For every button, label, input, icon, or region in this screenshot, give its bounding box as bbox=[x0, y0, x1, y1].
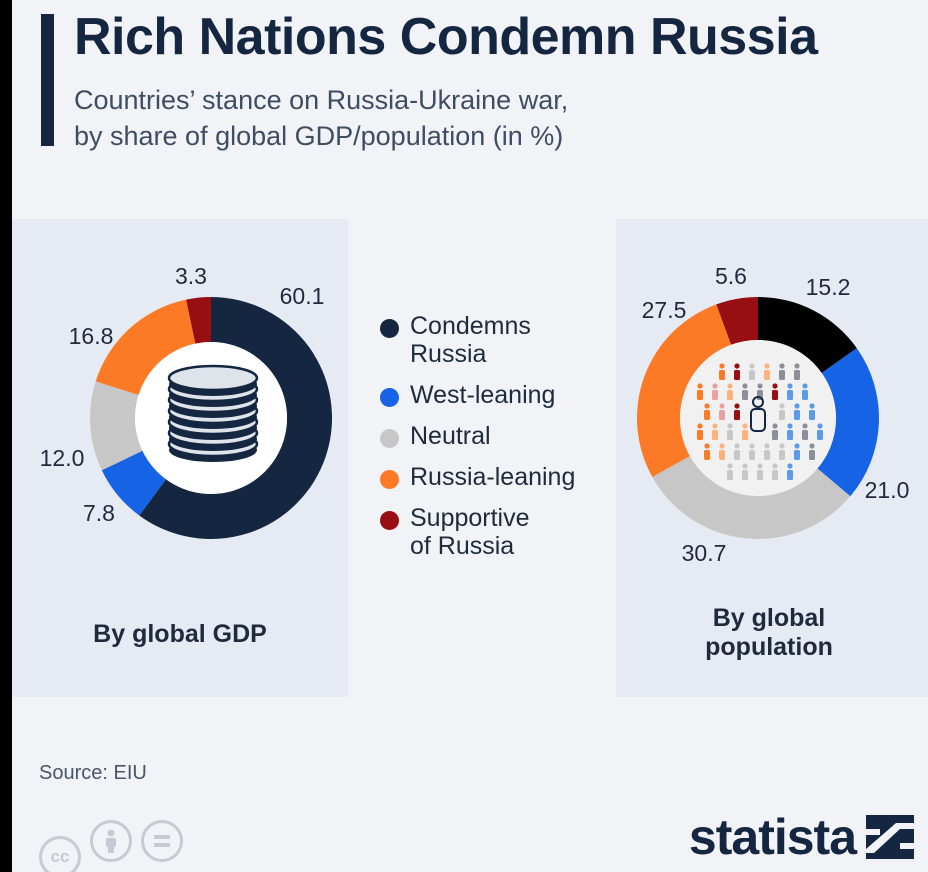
slice-value-label: 27.5 bbox=[642, 297, 687, 323]
legend-label: Supportive bbox=[410, 504, 530, 532]
slice-value-label: 21.0 bbox=[865, 477, 910, 503]
donut-slice bbox=[637, 304, 732, 477]
donut-slice bbox=[186, 297, 211, 344]
legend-label: Russia-leaning bbox=[410, 463, 576, 491]
chart-subtitle: Countries’ stance on Russia-Ukraine war,… bbox=[74, 82, 774, 154]
gdp-caption: By global GDP bbox=[93, 620, 267, 648]
legend-swatch-supportive bbox=[380, 511, 399, 530]
legend-item-condemns: Condemns Russia bbox=[380, 312, 575, 368]
donut-slice bbox=[139, 297, 332, 539]
title-accent-bar bbox=[41, 14, 54, 146]
source-note: Source: EIU bbox=[39, 762, 147, 784]
slice-value-label: 60.1 bbox=[280, 283, 325, 309]
donut-slice bbox=[716, 297, 758, 345]
legend-swatch-neutral bbox=[380, 429, 399, 448]
legend-swatch-condemns bbox=[380, 319, 399, 338]
donut-slice bbox=[817, 348, 879, 497]
legend-label: Condemns bbox=[410, 312, 531, 340]
legend-label: West-leaning bbox=[410, 381, 556, 409]
gdp-donut bbox=[90, 297, 332, 539]
donut-slice bbox=[758, 297, 857, 373]
chart-title: Rich Nations Condemn Russia bbox=[74, 8, 818, 66]
population-caption-line-2: population bbox=[705, 633, 833, 661]
slice-value-label: 12.0 bbox=[40, 445, 85, 471]
gdp-value-labels: 60.1 7.8 12.0 16.8 3.3 bbox=[40, 263, 325, 526]
no-derivatives-icon[interactable] bbox=[141, 820, 183, 862]
legend-item-russia-leaning: Russia-leaning bbox=[380, 463, 575, 491]
population-donut bbox=[637, 297, 879, 539]
legend-item-west-leaning: West-leaning bbox=[380, 381, 575, 409]
slice-value-label: 5.6 bbox=[715, 263, 747, 289]
donut-charts: 60.1 7.8 12.0 16.8 3.3 15.2 21.0 30.7 27.5 5.6 bbox=[40, 263, 910, 566]
donut-slice bbox=[101, 450, 166, 516]
brand-wordmark: statista bbox=[688, 809, 857, 865]
legend-swatch-west-leaning bbox=[380, 388, 399, 407]
donut-slice bbox=[95, 299, 196, 395]
slice-value-label: 3.3 bbox=[175, 263, 207, 289]
infographic-card: Rich Nations Condemn Russia Countries’ s… bbox=[12, 0, 928, 872]
population-value-labels: 15.2 21.0 30.7 27.5 5.6 bbox=[642, 263, 910, 566]
coin-stack-icon bbox=[135, 342, 287, 494]
subtitle-line-1: Countries’ stance on Russia-Ukraine war, bbox=[74, 85, 569, 115]
legend-swatch-russia-leaning bbox=[380, 470, 399, 489]
people-crowd-icon bbox=[680, 340, 836, 496]
population-caption-line-1: By global bbox=[712, 604, 826, 632]
creative-commons-icon[interactable]: cc bbox=[39, 836, 81, 872]
legend-item-neutral: Neutral bbox=[380, 422, 575, 450]
legend-label: Neutral bbox=[410, 422, 491, 450]
legend-label: Russia bbox=[410, 340, 487, 368]
statista-logo[interactable]: statista bbox=[689, 808, 914, 866]
statista-logo-icon bbox=[866, 815, 914, 859]
donut-slice bbox=[652, 456, 851, 539]
slice-value-label: 15.2 bbox=[806, 274, 851, 300]
slice-value-label: 30.7 bbox=[682, 540, 727, 566]
slice-value-label: 16.8 bbox=[69, 323, 114, 349]
legend-label: of Russia bbox=[410, 532, 515, 560]
attribution-person-icon[interactable] bbox=[90, 820, 132, 862]
legend-item-supportive: Supportive of Russia bbox=[380, 504, 575, 560]
population-caption: By global population bbox=[616, 604, 922, 662]
subtitle-line-2: by share of global GDP/population (in %) bbox=[74, 121, 564, 151]
legend: Condemns Russia West-leaning Neutral Rus… bbox=[380, 312, 575, 573]
donut-slice bbox=[90, 381, 143, 471]
license-icons[interactable]: cc bbox=[39, 820, 192, 872]
slice-value-label: 7.8 bbox=[83, 500, 115, 526]
